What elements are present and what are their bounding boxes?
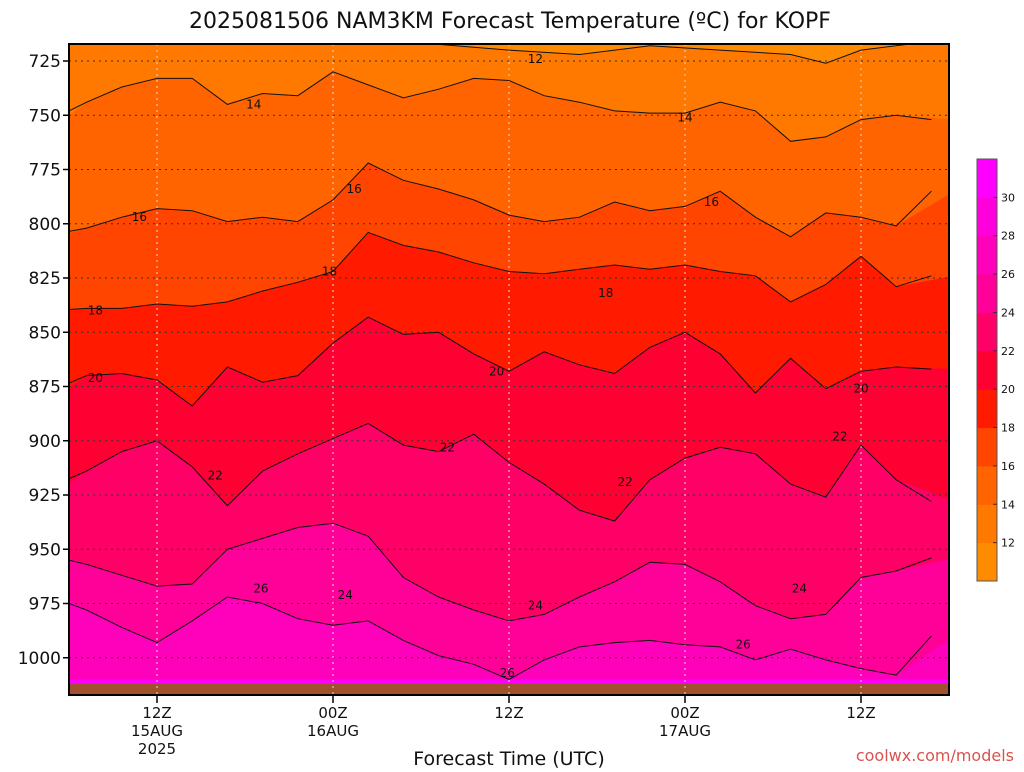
isotherm-14: [69, 71, 932, 142]
isotherm-12: [427, 44, 916, 64]
y-tick-label-900: 900: [29, 432, 61, 452]
grid-lines: [69, 44, 949, 695]
colorbar-label-12: 12: [1001, 537, 1015, 550]
isotherm-label-8: 18: [88, 304, 103, 318]
y-tick-label-825: 825: [29, 269, 61, 289]
band-fill-above-26: [69, 597, 949, 695]
isotherm-label-15: 22: [832, 429, 847, 443]
isotherm-label-13: 22: [207, 468, 222, 482]
isotherm-label-19: 26: [253, 581, 268, 595]
y-tick-label-975: 975: [29, 595, 61, 615]
y-tick-label-850: 850: [29, 323, 61, 343]
isotherm-label-2: 14: [677, 110, 692, 124]
colorbar-swatch-3: [977, 427, 997, 467]
colorbar-swatch-7: [977, 274, 997, 313]
temperature-fill-bands: [69, 44, 949, 695]
credit-text: coolwx.com/models: [856, 746, 1014, 765]
colorbar-swatch-8: [977, 235, 997, 275]
colorbar-label-30: 30: [1001, 191, 1015, 204]
colorbar-label-16: 16: [1001, 460, 1015, 473]
colorbar-swatch-2: [977, 465, 997, 505]
x-axis-label: Forecast Time (UTC): [413, 748, 604, 768]
colorbar-label-22: 22: [1001, 345, 1015, 358]
y-tick-label-925: 925: [29, 486, 61, 506]
isotherm-label-12: 22: [440, 440, 455, 454]
colorbar-swatch-1: [977, 504, 997, 544]
isotherm-24: [69, 522, 932, 622]
isotherm-label-14: 22: [618, 475, 633, 489]
colorbar-swatch-6: [977, 312, 997, 352]
isotherm-26: [69, 596, 932, 680]
colorbar-legend: 12 14 16 18 20 22 24 26 28 30: [976, 158, 1015, 582]
colorbar-label-24: 24: [1001, 306, 1015, 319]
colorbar-label-20: 20: [1001, 383, 1015, 396]
y-tick-label-875: 875: [29, 378, 61, 398]
isotherm-22: [69, 422, 932, 522]
ground-fill: [69, 683, 949, 695]
isotherm-lines: [69, 44, 932, 680]
isotherm-label-16: 24: [338, 588, 353, 602]
colorbar-label-18: 18: [1001, 422, 1015, 435]
isotherm-label-5: 16: [704, 195, 719, 209]
colorbar-swatch-5: [977, 350, 997, 390]
x-tick-label-10-1: 16AUG: [307, 722, 359, 740]
isotherm-label-21: 26: [500, 666, 515, 680]
isotherm-label-10: 20: [88, 371, 103, 385]
x-tick-label-0-0: 12Z: [142, 704, 171, 722]
colorbar-frame: [976, 158, 998, 582]
colorbar-swatch-4: [977, 389, 997, 429]
y-tick-label-800: 800: [29, 215, 61, 235]
y-tick-label-775: 775: [29, 161, 61, 181]
y-axis: 725 750 775 800 825 850 875 900 925 950 975 1000: [18, 52, 69, 669]
isotherm-label-9: 20: [489, 364, 504, 378]
isotherm-label-1: 14: [246, 97, 261, 111]
colorbar-label-26: 26: [1001, 268, 1015, 281]
isotherm-label-7: 18: [598, 286, 613, 300]
x-tick-label-0-1: 15AUG: [131, 722, 183, 740]
y-tick-label-950: 950: [29, 540, 61, 560]
y-tick-label-750: 750: [29, 106, 61, 126]
ground-surface: [69, 683, 949, 695]
y-tick-label-725: 725: [29, 52, 61, 72]
isotherm-20: [69, 316, 932, 407]
colorbar-swatch-9: [977, 197, 997, 237]
x-tick-label-30-1: 17AUG: [659, 722, 711, 740]
x-tick-label-40-0: 12Z: [846, 704, 875, 722]
chart-title: 2025081506 NAM3KM Forecast Temperature (…: [189, 9, 831, 34]
isotherm-18: [69, 231, 932, 310]
isotherm-label-6: 18: [322, 264, 337, 278]
isotherm-16: [69, 162, 932, 238]
x-tick-label-20-0: 12Z: [494, 704, 523, 722]
isotherm-label-4: 16: [132, 210, 147, 224]
isotherm-label-18: 24: [792, 581, 807, 595]
isotherm-label-3: 16: [346, 182, 361, 196]
isotherm-label-11: 20: [853, 382, 868, 396]
isotherm-label-0: 12: [528, 52, 543, 66]
x-tick-label-0-2: 2025: [138, 740, 176, 758]
y-tick-label-1000: 1000: [18, 649, 61, 669]
isotherm-labels: 12 14 14 16 16 16 18 18 18 20 20 20 22 22 22 22 24 24 24 26…: [88, 52, 869, 680]
colorbar-label-14: 14: [1001, 498, 1015, 511]
colorbar-swatch-10: [977, 159, 997, 198]
x-tick-label-10-0: 00Z: [318, 704, 347, 722]
colorbar-swatch-0: [977, 542, 997, 582]
isotherm-label-17: 24: [528, 599, 543, 613]
colorbar-label-28: 28: [1001, 230, 1015, 243]
x-tick-label-30-0: 00Z: [670, 704, 699, 722]
isotherm-label-20: 26: [735, 638, 750, 652]
